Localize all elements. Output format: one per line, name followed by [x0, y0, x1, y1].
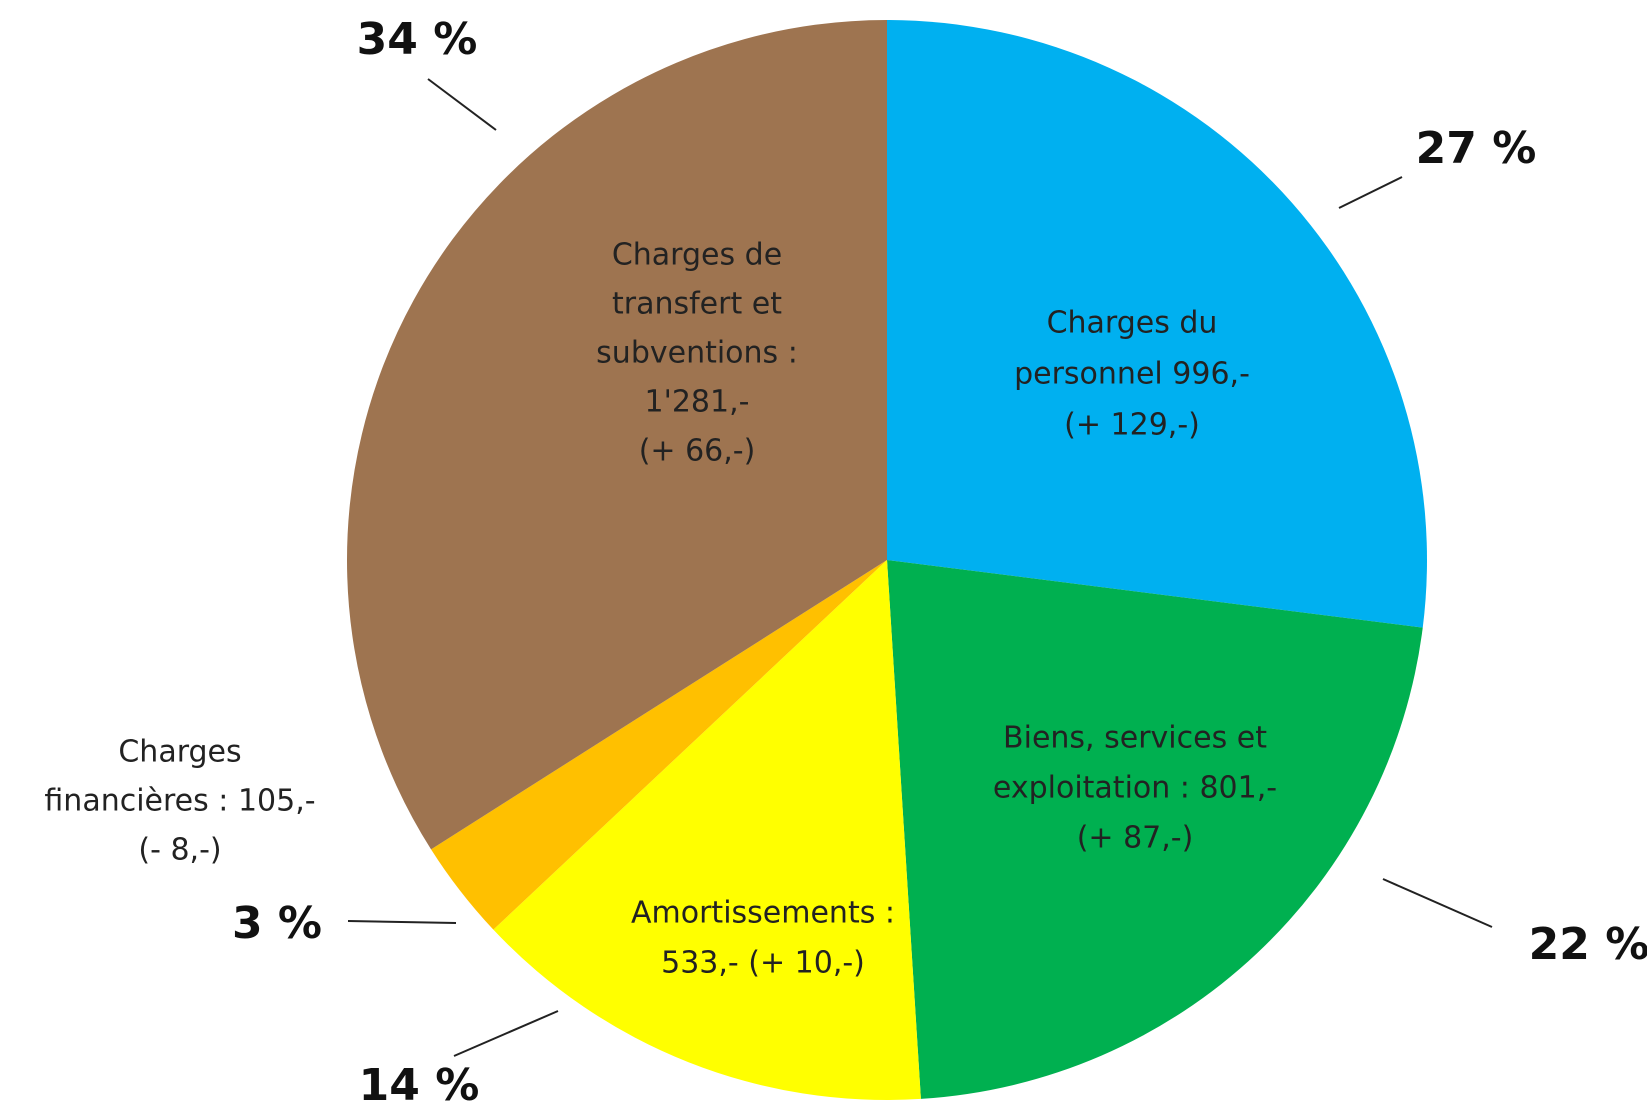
slice-label: (+ 87,-) — [1077, 821, 1194, 856]
pie-slice — [493, 560, 921, 1101]
leader-line — [453, 1010, 559, 1057]
slice-label: Charges du — [1047, 306, 1218, 341]
slice-label: exploitation : 801,- — [993, 771, 1277, 806]
slice-label: 533,- (+ 10,-) — [661, 946, 865, 981]
slice-label: (- 8,-) — [138, 833, 221, 868]
slice-label: Charges — [118, 735, 241, 770]
pie-slice — [431, 560, 887, 930]
pie-slice — [346, 20, 887, 850]
slice-label: (+ 129,-) — [1064, 408, 1200, 443]
slice-label: transfert et — [612, 287, 782, 322]
percent-label: 34 % — [357, 14, 478, 65]
slice-label: Charges de — [612, 238, 782, 273]
slice-label: financières : 105,- — [44, 784, 315, 819]
percent-label: 3 % — [232, 898, 322, 949]
percent-label: 22 % — [1529, 919, 1647, 970]
percent-label: 27 % — [1416, 123, 1537, 174]
leader-line — [1338, 176, 1403, 209]
slice-label: personnel 996,- — [1014, 357, 1250, 392]
slice-label: (+ 66,-) — [639, 434, 756, 469]
pie-slice — [887, 20, 1427, 628]
slice-label: Biens, services et — [1003, 721, 1267, 756]
slice-label: subventions : — [596, 336, 798, 371]
leader-line — [427, 78, 497, 131]
percent-label: 14 % — [359, 1060, 480, 1106]
leader-line — [347, 920, 457, 924]
leader-line — [1382, 878, 1493, 928]
slice-label: 1'281,- — [645, 385, 750, 420]
slice-label: Amortissements : — [631, 896, 895, 931]
pie-slice — [887, 560, 1423, 1099]
